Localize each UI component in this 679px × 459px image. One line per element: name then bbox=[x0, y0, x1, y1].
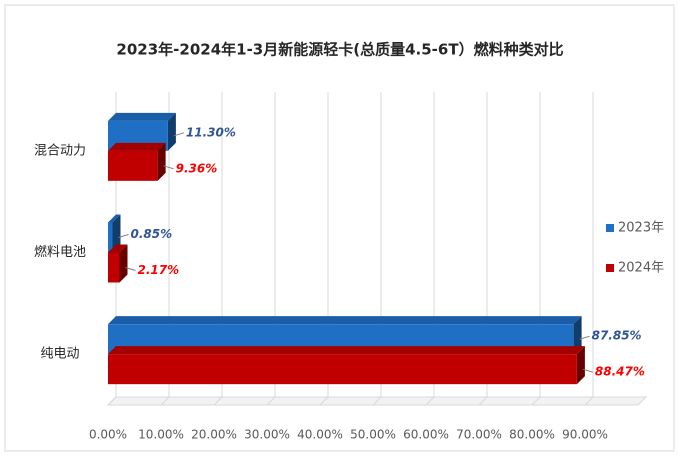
x-tick-label: 20.00% bbox=[191, 428, 237, 442]
bar-side bbox=[573, 316, 582, 355]
y-tick-label: 纯电动 bbox=[40, 347, 79, 362]
bar-top bbox=[108, 112, 176, 121]
x-tick-label: 0.00% bbox=[89, 428, 127, 442]
x-tick-label: 40.00% bbox=[297, 428, 343, 442]
x-tick-label: 60.00% bbox=[403, 428, 449, 442]
leader-line bbox=[125, 267, 136, 271]
bar-top bbox=[108, 244, 128, 253]
grid-line bbox=[425, 92, 435, 406]
x-tick-label: 90.00% bbox=[562, 428, 608, 442]
x-tick-label: 10.00% bbox=[138, 428, 184, 442]
bar bbox=[108, 150, 158, 181]
legend-swatch bbox=[606, 224, 614, 232]
bar bbox=[108, 354, 577, 385]
grid-line bbox=[372, 92, 382, 406]
bar bbox=[108, 222, 113, 253]
data-label: 9.36% bbox=[176, 161, 218, 175]
grid-line bbox=[584, 92, 594, 406]
bar-side bbox=[576, 346, 585, 385]
bar-top bbox=[108, 142, 166, 151]
data-label: 0.85% bbox=[131, 227, 173, 241]
x-tick-label: 80.00% bbox=[509, 428, 555, 442]
legend-swatch bbox=[606, 264, 614, 272]
legend-label: 2023年 bbox=[618, 221, 664, 236]
grid-line bbox=[107, 92, 117, 406]
leader-line bbox=[163, 165, 174, 170]
y-tick-label: 混合动力 bbox=[34, 143, 86, 158]
leader-line bbox=[579, 335, 590, 340]
bar-top bbox=[108, 214, 121, 223]
bar-top bbox=[108, 316, 582, 325]
chart-title: 2023年-2024年1-3月新能源轻卡(总质量4.5-6T）燃料种类对比 bbox=[116, 41, 563, 59]
grid-line bbox=[213, 92, 223, 406]
bar-top bbox=[108, 346, 585, 355]
grid-line bbox=[478, 92, 488, 406]
legend-label: 2024年 bbox=[618, 261, 664, 276]
x-tick-label: 50.00% bbox=[350, 428, 396, 442]
leader-line bbox=[173, 132, 185, 137]
data-label: 11.30% bbox=[186, 125, 236, 139]
data-label: 87.85% bbox=[592, 329, 642, 343]
bar-side bbox=[119, 244, 128, 283]
bar bbox=[108, 252, 120, 283]
x-tick-label: 30.00% bbox=[244, 428, 290, 442]
grid-line bbox=[160, 92, 170, 406]
data-label: 2.17% bbox=[138, 263, 180, 277]
grid-line bbox=[319, 92, 329, 406]
y-tick-label: 燃料电池 bbox=[34, 244, 86, 260]
data-label: 88.47% bbox=[595, 365, 645, 379]
leader-line bbox=[582, 368, 594, 373]
leader-line bbox=[118, 234, 129, 238]
bar-side bbox=[112, 214, 121, 253]
bar-side bbox=[157, 142, 166, 181]
x-tick-label: 70.00% bbox=[456, 428, 502, 442]
grid-line bbox=[266, 92, 276, 406]
grid-line bbox=[531, 92, 541, 406]
bar-side bbox=[167, 112, 176, 151]
